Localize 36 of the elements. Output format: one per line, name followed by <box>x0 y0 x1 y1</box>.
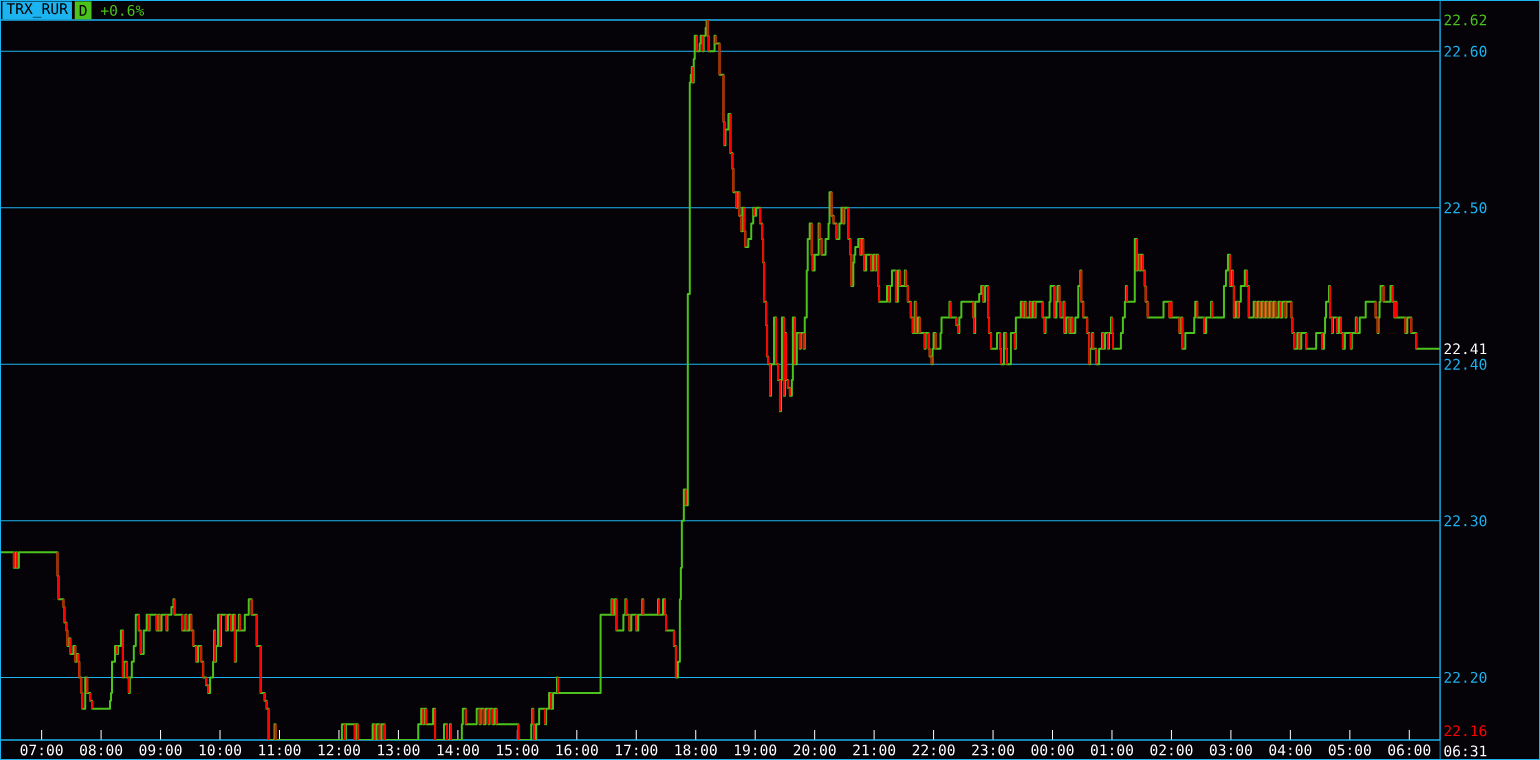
x-tick-label: 13:00 <box>378 744 420 756</box>
x-tick-label: 23:00 <box>972 744 1015 756</box>
x-tick-label: 07:00 <box>20 744 63 756</box>
x-tick-label: 10:00 <box>199 744 242 756</box>
y-tick-label: 22.16 <box>1444 725 1487 737</box>
text: +0.6% <box>100 4 145 16</box>
x-tick-label: 08:00 <box>80 744 123 756</box>
x-tick-label: 22:00 <box>912 744 955 756</box>
x-tick-label: 14:00 <box>437 744 479 756</box>
x-tick-label: 18:00 <box>675 744 717 756</box>
x-tick-label: 16:00 <box>556 744 598 756</box>
x-tick-label: 11:00 <box>259 744 301 756</box>
x-tick-label: 01:00 <box>1090 744 1133 756</box>
x-tick-label: 15:00 <box>497 744 539 756</box>
x-tick-label: 19:00 <box>734 744 777 756</box>
x-tick-label: 20:00 <box>793 744 836 756</box>
chart-subtitle: D <box>79 5 87 16</box>
y-tick-label: 22.50 <box>1444 202 1487 214</box>
y-tick-label: 22.30 <box>1444 515 1487 527</box>
x-tick-label: 03:00 <box>1209 744 1252 756</box>
y-tick-label: 22.62 <box>1444 14 1487 26</box>
y-tick-label: 22.60 <box>1444 45 1487 57</box>
x-tick-label: 06:00 <box>1388 744 1431 756</box>
x-tick-label: 02:00 <box>1150 744 1193 756</box>
x-tick-label: 21:00 <box>853 744 896 756</box>
x-tick-label: 00:00 <box>1031 744 1074 756</box>
y-tick-label: 22.20 <box>1444 671 1487 683</box>
x-tick-label: 09:00 <box>139 744 182 756</box>
x-tick-label: 04:00 <box>1269 744 1312 756</box>
x-tick-label: 05:00 <box>1328 744 1371 756</box>
x-tick-label: 12:00 <box>318 744 360 756</box>
text: 06:31 <box>1444 745 1487 757</box>
chart-title: TRX_RUR <box>6 3 68 18</box>
y-tick-label: 22.40 <box>1444 358 1487 370</box>
x-tick-label: 17:00 <box>616 744 658 756</box>
y-tick-label: 22.41 <box>1444 343 1487 355</box>
